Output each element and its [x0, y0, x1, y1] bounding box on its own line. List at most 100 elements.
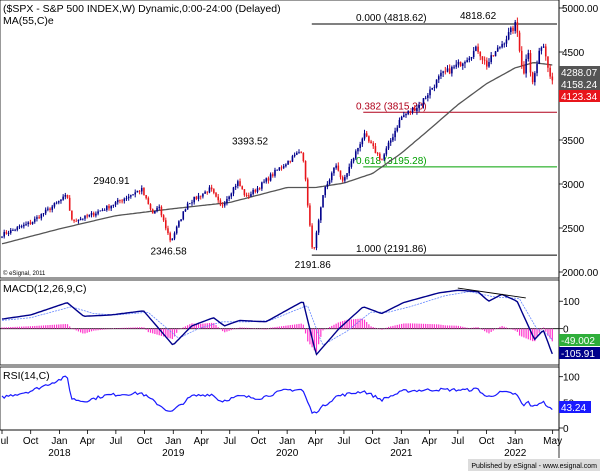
- macd-histogram-bar: [514, 328, 516, 331]
- candle-body: [112, 204, 115, 206]
- macd-histogram-bar: [280, 326, 283, 329]
- candle-body: [261, 182, 263, 189]
- macd-histogram-bar: [108, 328, 110, 330]
- macd-histogram-bar: [411, 323, 414, 329]
- macd-histogram-bar: [132, 327, 134, 329]
- x-tick-label: Apr: [308, 436, 324, 447]
- candle-body: [199, 195, 202, 197]
- candle-body: [278, 167, 281, 170]
- candle-body: [350, 161, 353, 167]
- candle-body: [47, 208, 49, 210]
- macd-histogram-bar: [344, 320, 346, 329]
- x-tick-label: Jan: [507, 436, 523, 447]
- candle-body: [57, 201, 60, 203]
- candle-body: [162, 215, 165, 221]
- rsi-title: RSI(14,C): [3, 370, 50, 382]
- candle-body: [389, 140, 392, 143]
- price-annotation: 2940.91: [93, 176, 130, 187]
- macd-histogram-bar: [285, 325, 287, 329]
- candle-body: [86, 215, 88, 217]
- y-tick-label: 4500: [562, 48, 585, 59]
- candle-body: [250, 194, 252, 197]
- candle-body: [239, 181, 241, 187]
- macd-histogram-bar: [82, 328, 84, 334]
- candle-body: [479, 51, 482, 57]
- x-tick-label: Jan: [165, 436, 181, 447]
- macd-histogram-bar: [549, 328, 551, 339]
- candle-body: [234, 185, 237, 188]
- macd-histogram-bar: [477, 327, 479, 329]
- candle-body: [75, 220, 78, 222]
- macd-histogram-bar: [348, 319, 350, 329]
- candle-body: [271, 174, 274, 176]
- macd-histogram-bar: [197, 323, 200, 329]
- candle-body: [378, 153, 381, 160]
- ma-line: [1, 62, 553, 245]
- x-tick-label: Apr: [422, 436, 438, 447]
- candle-body: [387, 142, 390, 149]
- candle-body: [60, 199, 62, 202]
- macd-histogram-bar: [359, 318, 361, 329]
- macd-histogram-bar: [542, 327, 545, 329]
- macd-histogram-bar: [128, 327, 130, 329]
- candle-body: [49, 208, 51, 210]
- macd-histogram-bar: [152, 328, 154, 334]
- candle-body: [226, 199, 228, 204]
- candle-body: [396, 127, 399, 131]
- macd-histogram-bar: [460, 326, 462, 329]
- candle-body: [16, 227, 19, 230]
- candle-body: [202, 193, 204, 197]
- candle-body: [191, 202, 193, 204]
- candle-body: [213, 189, 215, 193]
- macd-histogram-bar: [163, 328, 165, 337]
- footer-bar: [468, 459, 600, 471]
- candle-body: [36, 217, 38, 219]
- candle-body: [523, 65, 525, 74]
- candle-body: [531, 72, 534, 83]
- macd-histogram-bar: [518, 328, 521, 336]
- macd-histogram-bar: [438, 324, 440, 329]
- candle-body: [492, 55, 495, 57]
- candle-body: [145, 195, 147, 199]
- candle-body: [219, 200, 222, 205]
- candle-body: [435, 79, 438, 88]
- candle-body: [507, 32, 510, 40]
- macd-histogram-bar: [304, 328, 307, 334]
- candle-body: [455, 64, 458, 67]
- candle-body: [217, 196, 219, 201]
- macd-histogram-bar: [545, 328, 547, 332]
- macd-histogram-bar: [51, 324, 53, 329]
- candle-body: [180, 219, 182, 222]
- last-value-badge: [559, 66, 600, 78]
- x-tick-label: Jul: [0, 436, 8, 447]
- candle-body: [280, 167, 283, 169]
- candle-body: [418, 104, 420, 108]
- candle-body: [241, 186, 244, 190]
- candle-body: [549, 67, 551, 77]
- candle-body: [274, 169, 276, 176]
- candle-body: [302, 152, 305, 162]
- macd-value-badge: [559, 347, 600, 359]
- macd-histogram-bar: [536, 328, 538, 336]
- macd-histogram-bar: [224, 328, 226, 333]
- macd-histogram-bar: [387, 326, 390, 329]
- candle-body: [140, 188, 143, 192]
- candle-body: [368, 136, 370, 142]
- candle-body: [488, 62, 490, 67]
- candle-body: [99, 210, 102, 212]
- macd-histogram-bar: [331, 325, 333, 329]
- macd-histogram-bar: [291, 324, 294, 329]
- macd-histogram-bar: [551, 328, 553, 342]
- macd-histogram-bar: [112, 328, 114, 330]
- candle-body: [256, 188, 259, 192]
- macd-histogram-bar: [508, 328, 510, 329]
- macd-histogram-bar: [200, 323, 202, 329]
- macd-histogram-bar: [187, 325, 189, 329]
- x-tick-label: Oct: [365, 436, 381, 447]
- candle-body: [221, 204, 224, 206]
- macd-histogram-bar: [470, 327, 473, 329]
- macd-histogram-bar: [58, 324, 60, 329]
- macd-histogram-bar: [95, 328, 97, 331]
- candle-body: [494, 51, 497, 57]
